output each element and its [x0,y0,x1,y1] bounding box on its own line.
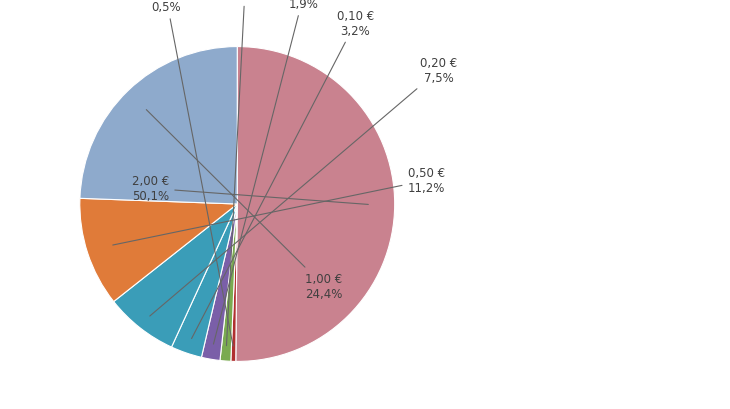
Wedge shape [220,204,237,362]
Wedge shape [201,204,237,361]
Text: 0,20 €
7,5%: 0,20 € 7,5% [150,57,458,316]
Text: 0,10 €
3,2%: 0,10 € 3,2% [191,10,374,339]
Text: 0,05 €
1,9%: 0,05 € 1,9% [213,0,322,344]
Wedge shape [80,47,237,204]
Text: 0,50 €
11,2%: 0,50 € 11,2% [112,167,445,245]
Wedge shape [172,204,237,357]
Text: 1,00 €
24,4%: 1,00 € 24,4% [146,110,342,300]
Text: 0,02 €
1,1%: 0,02 € 1,1% [226,0,264,346]
Wedge shape [114,204,237,347]
Text: 0,01 €
0,5%: 0,01 € 0,5% [147,0,233,346]
Wedge shape [236,47,395,362]
Wedge shape [231,204,237,362]
Text: 2,00 €
50,1%: 2,00 € 50,1% [132,175,369,205]
Wedge shape [80,199,237,302]
